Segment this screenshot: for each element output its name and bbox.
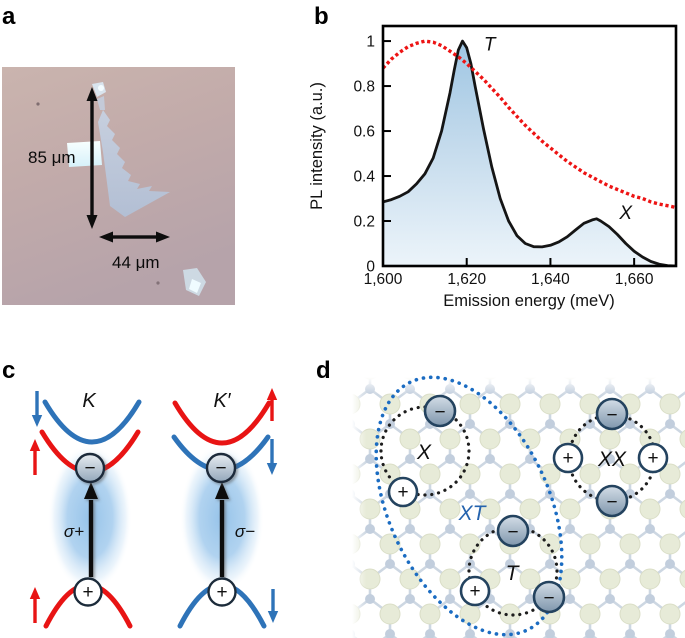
electron-of-X-sign: − [434, 402, 445, 423]
electron-of-XX-top [595, 397, 629, 431]
flake-neck [97, 96, 105, 110]
x-tick-label: 1,660 [615, 271, 654, 288]
micrograph-image [2, 67, 235, 305]
y-tick-label: 0.8 [353, 79, 375, 96]
spin-up-arrow-Kp-upper [266, 388, 278, 421]
monolayer-flake [98, 110, 170, 217]
exciton-peak-label: X [618, 203, 633, 224]
trion-label: T [506, 562, 521, 585]
sigma-minus-label: σ− [235, 522, 255, 541]
panel-a-letter: a [2, 3, 16, 30]
exciton-trion-ellipse [374, 375, 564, 637]
hole-of-XX-left-sign: + [562, 448, 573, 469]
biexciton-label: XX [597, 448, 627, 471]
electron-of-XX-bottom-sign: − [606, 492, 617, 513]
valley-K-label: K [82, 390, 97, 412]
small-flake-bottom-right-highlight [189, 279, 201, 293]
scale-arrow-horizontal [99, 231, 170, 243]
hole-of-T [459, 575, 491, 607]
hole-of-XX-right-sign: + [647, 448, 658, 469]
x-tick-label: 1,600 [364, 271, 403, 288]
axis-ticks: 1,600 1,620 1,640 1,660 0 0.2 0.4 0.6 0.8 1 [353, 34, 653, 288]
plot-frame [381, 24, 678, 268]
electron-Kp [205, 452, 237, 484]
dust-speck [36, 102, 40, 106]
sigma-plus-label: σ+ [64, 522, 84, 541]
plot-area [383, 39, 676, 266]
conduction-band-upper-spin-down-K [42, 399, 142, 445]
hole-K [73, 577, 103, 607]
x-tick-label: 1,640 [531, 271, 570, 288]
y-tick-label: 0 [366, 259, 375, 276]
electron-of-T-top-sign: − [507, 522, 518, 543]
hole-of-T-sign: + [469, 581, 480, 602]
electron-K [74, 452, 106, 484]
measurement-label-horizontal: 44 μm [112, 253, 160, 272]
y-tick-label: 0.4 [353, 169, 375, 186]
sigma-plus-transition-arrow [84, 482, 98, 577]
measurement-label-vertical: 85 μm [28, 148, 76, 167]
lattice-quasiparticle-diagram: − + − + − − − + + X T XX XT [352, 375, 685, 638]
sigma-minus-transition-arrow [215, 482, 229, 577]
electron-of-X [423, 394, 457, 428]
trion-peak-label: T [484, 34, 497, 55]
y-tick-label: 1 [366, 34, 375, 51]
electron-of-T-right-sign: − [543, 588, 554, 609]
panel-b-letter: b [314, 3, 329, 30]
scale-arrow-vertical [86, 87, 98, 229]
electron-Kp-sign: − [215, 458, 226, 479]
electron-of-T-top [496, 514, 530, 548]
hole-of-X-sign: + [397, 482, 408, 503]
spin-down-arrow-Kp-valence [267, 589, 279, 623]
chart-annotations: TX [484, 34, 633, 224]
hole-of-XX-left [552, 442, 584, 474]
valley-diagram: − − + + K K′ σ+ σ− [29, 388, 279, 629]
crystal-lattice [352, 377, 685, 638]
panel-d-letter: d [316, 357, 331, 384]
hole-Kp [207, 577, 237, 607]
lattice-fade-left [352, 377, 366, 638]
electron-of-T-right [532, 580, 566, 614]
panel-c-letter: c [2, 357, 16, 384]
spin-down-arrow-Kp-lower [266, 439, 278, 475]
exciton-label: X [416, 441, 432, 464]
hole-of-X [387, 476, 419, 508]
y-tick-label: 0.2 [353, 214, 375, 231]
electron-of-XX-top-sign: − [606, 405, 617, 426]
hole-K-sign: + [82, 582, 93, 603]
electron-K-sign: − [84, 458, 95, 479]
pl-solid-curve [383, 39, 676, 266]
lattice-fade-top [352, 377, 685, 395]
spin-up-arrow-K-lower [29, 439, 41, 475]
spin-down-arrow-K-upper [31, 391, 43, 427]
panel-a-micrograph: 85 μm 44 μm [2, 67, 235, 305]
small-flake-top-highlight [98, 85, 104, 91]
y-axis-label: PL intensity (a.u.) [308, 82, 326, 210]
red-dashed-curve [383, 39, 676, 210]
x-tick-label: 1,620 [447, 271, 486, 288]
dust-speck [156, 281, 160, 285]
exciton-trion-label: XT [458, 502, 488, 525]
hole-Kp-sign: + [216, 582, 227, 603]
x-axis-label: Emission energy (meV) [443, 292, 614, 310]
pl-curve-fill [383, 41, 676, 266]
hole-of-XX-right [637, 442, 669, 474]
spin-up-arrow-K-valence [29, 587, 41, 623]
electron-of-XX-bottom [595, 484, 629, 518]
valley-Kp-label: K′ [213, 390, 231, 412]
conduction-band-upper-spin-up-Kp [172, 400, 272, 446]
y-tick-label: 0.6 [353, 124, 375, 141]
